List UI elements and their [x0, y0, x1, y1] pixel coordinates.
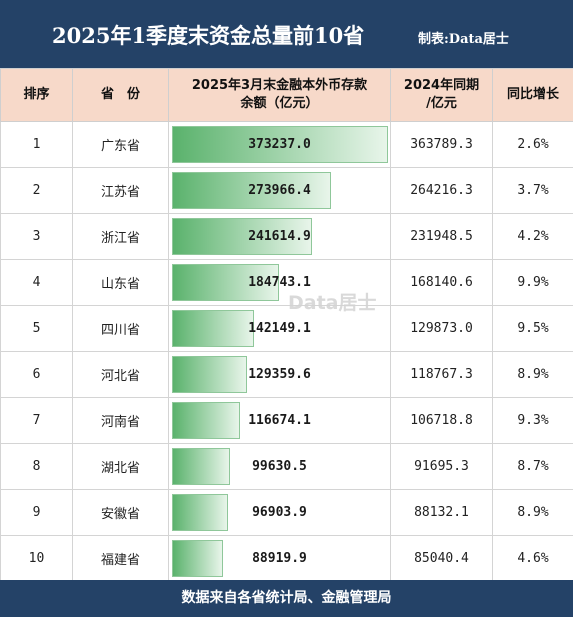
balance-bar: [172, 540, 223, 577]
rank-cell: 10: [0, 535, 73, 582]
balance-bar: [172, 356, 247, 393]
province-cell: 广东省: [72, 121, 169, 168]
growth-cell: 8.9%: [492, 351, 573, 398]
balance-value: 273966.4: [248, 183, 311, 198]
growth-cell: 8.7%: [492, 443, 573, 490]
balance-value: 116674.1: [248, 413, 311, 428]
balance-bar: [172, 402, 240, 439]
rank-cell: 2: [0, 167, 73, 214]
province-cell: 安徽省: [72, 489, 169, 536]
balance-header-line1: 2025年3月末金融本外币存款: [191, 78, 368, 94]
ranking-table: 排序 省 份 2025年3月末金融本外币存款 余额（亿元） 2024年同期 /亿…: [0, 68, 573, 582]
balance-cell: 241614.9: [168, 213, 391, 260]
balance-cell: 96903.9: [168, 489, 391, 536]
balance-bar: [172, 310, 254, 347]
table-row: 8 湖北省 99630.5 91695.3 8.7%: [0, 443, 573, 490]
balance-cell: 88919.9: [168, 535, 391, 582]
balance-bar: [172, 126, 388, 163]
balance-value: 241614.9: [248, 229, 311, 244]
balance-bar: [172, 448, 230, 485]
rank-cell: 5: [0, 305, 73, 352]
balance-cell: 129359.6: [168, 351, 391, 398]
province-cell: 山东省: [72, 259, 169, 306]
balance-value: 129359.6: [248, 367, 311, 382]
prev-header-line1: 2024年同期: [403, 78, 480, 94]
balance-bar: [172, 218, 312, 255]
balance-cell: 273966.4: [168, 167, 391, 214]
balance-value: 184743.1: [248, 275, 311, 290]
balance-value: 96903.9: [252, 505, 307, 520]
prev-year-cell: 88132.1: [390, 489, 493, 536]
balance-cell: 99630.5: [168, 443, 391, 490]
table-row: 4 山东省 184743.1 168140.6 9.9%: [0, 259, 573, 306]
balance-bar: [172, 264, 279, 301]
prev-year-cell: 91695.3: [390, 443, 493, 490]
balance-cell: 373237.0: [168, 121, 391, 168]
province-cell: 四川省: [72, 305, 169, 352]
prev-year-cell: 231948.5: [390, 213, 493, 260]
province-cell: 湖北省: [72, 443, 169, 490]
rank-cell: 8: [0, 443, 73, 490]
table-row: 7 河南省 116674.1 106718.8 9.3%: [0, 397, 573, 444]
province-header: 省 份: [72, 68, 169, 122]
prev-year-cell: 363789.3: [390, 121, 493, 168]
balance-value: 88919.9: [252, 551, 307, 566]
source-footer: 数据来自各省统计局、金融管理局: [0, 580, 573, 617]
province-cell: 江苏省: [72, 167, 169, 214]
title-bar: 2025年1季度末资金总量前10省 制表:Data居士: [0, 0, 573, 68]
balance-value: 99630.5: [252, 459, 307, 474]
rank-cell: 1: [0, 121, 73, 168]
prev-year-cell: 118767.3: [390, 351, 493, 398]
prev-header-line2: /亿元: [426, 96, 457, 111]
province-cell: 河南省: [72, 397, 169, 444]
province-cell: 浙江省: [72, 213, 169, 260]
table-row: 2 江苏省 273966.4 264216.3 3.7%: [0, 167, 573, 214]
rank-cell: 3: [0, 213, 73, 260]
prev-year-header: 2024年同期 /亿元: [390, 68, 493, 122]
rank-cell: 7: [0, 397, 73, 444]
table-row: 9 安徽省 96903.9 88132.1 8.9%: [0, 489, 573, 536]
author-credit: 制表:Data居士: [418, 32, 509, 47]
rank-header: 排序: [0, 68, 73, 122]
chart-title: 2025年1季度末资金总量前10省: [52, 23, 365, 48]
rank-cell: 4: [0, 259, 73, 306]
balance-cell: 142149.1: [168, 305, 391, 352]
table-row: 5 四川省 142149.1 129873.0 9.5%: [0, 305, 573, 352]
rank-cell: 9: [0, 489, 73, 536]
balance-value: 373237.0: [248, 137, 311, 152]
balance-bar: [172, 494, 228, 531]
growth-cell: 9.3%: [492, 397, 573, 444]
prev-year-cell: 168140.6: [390, 259, 493, 306]
growth-cell: 9.9%: [492, 259, 573, 306]
table-row: 10 福建省 88919.9 85040.4 4.6%: [0, 535, 573, 582]
balance-cell: 184743.1: [168, 259, 391, 306]
table-row: 6 河北省 129359.6 118767.3 8.9%: [0, 351, 573, 398]
balance-value: 142149.1: [248, 321, 311, 336]
rank-cell: 6: [0, 351, 73, 398]
province-cell: 河北省: [72, 351, 169, 398]
growth-cell: 4.2%: [492, 213, 573, 260]
balance-bar: [172, 172, 331, 209]
prev-year-cell: 129873.0: [390, 305, 493, 352]
balance-header: 2025年3月末金融本外币存款 余额（亿元）: [168, 68, 391, 122]
province-cell: 福建省: [72, 535, 169, 582]
balance-header-line2: 余额（亿元）: [240, 96, 319, 111]
growth-cell: 4.6%: [492, 535, 573, 582]
table-body: 1 广东省 373237.0 363789.3 2.6% 2 江苏省 273966.4 2642…: [0, 121, 573, 582]
prev-year-cell: 264216.3: [390, 167, 493, 214]
table-row: 1 广东省 373237.0 363789.3 2.6%: [0, 121, 573, 168]
table-header-row: 排序 省 份 2025年3月末金融本外币存款 余额（亿元） 2024年同期 /亿…: [0, 68, 573, 122]
growth-cell: 2.6%: [492, 121, 573, 168]
growth-cell: 9.5%: [492, 305, 573, 352]
prev-year-cell: 106718.8: [390, 397, 493, 444]
table-row: 3 浙江省 241614.9 231948.5 4.2%: [0, 213, 573, 260]
balance-cell: 116674.1: [168, 397, 391, 444]
growth-cell: 8.9%: [492, 489, 573, 536]
growth-cell: 3.7%: [492, 167, 573, 214]
growth-header: 同比增长: [492, 68, 573, 122]
prev-year-cell: 85040.4: [390, 535, 493, 582]
